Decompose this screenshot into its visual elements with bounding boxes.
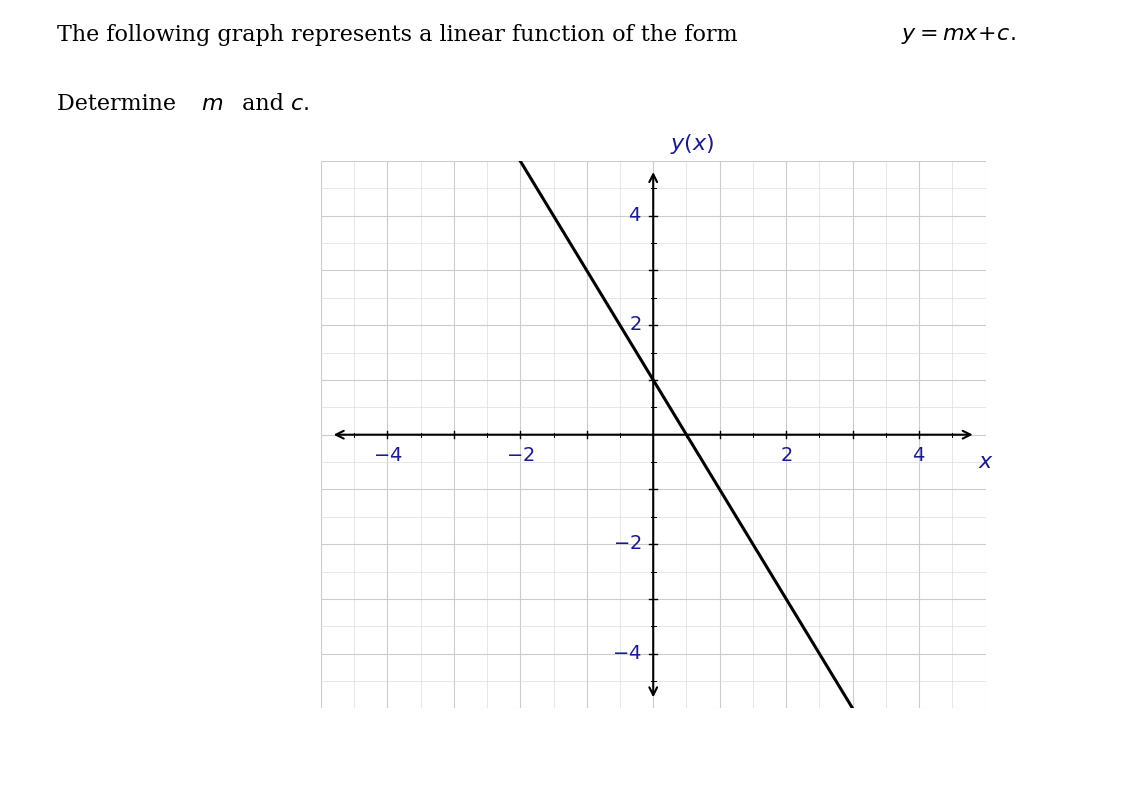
Text: $2$: $2$ (780, 447, 792, 464)
Text: $y(x)$: $y(x)$ (669, 131, 714, 155)
Text: $x$: $x$ (978, 451, 994, 473)
Text: $4$: $4$ (912, 447, 926, 464)
Text: $-4$: $-4$ (612, 645, 642, 663)
Text: $m$: $m$ (201, 93, 222, 114)
Text: $-2$: $-2$ (613, 535, 642, 553)
Text: $y = mx\!+\!c.$: $y = mx\!+\!c.$ (901, 24, 1015, 46)
Text: The following graph represents a linear function of the form: The following graph represents a linear … (57, 24, 745, 46)
Text: $4$: $4$ (628, 207, 642, 225)
Text: $2$: $2$ (629, 316, 642, 334)
Text: $-4$: $-4$ (372, 447, 402, 464)
Text: $c.$: $c.$ (290, 93, 308, 114)
Text: Determine: Determine (57, 93, 183, 114)
Text: $-2$: $-2$ (505, 447, 535, 464)
Text: and: and (235, 93, 291, 114)
